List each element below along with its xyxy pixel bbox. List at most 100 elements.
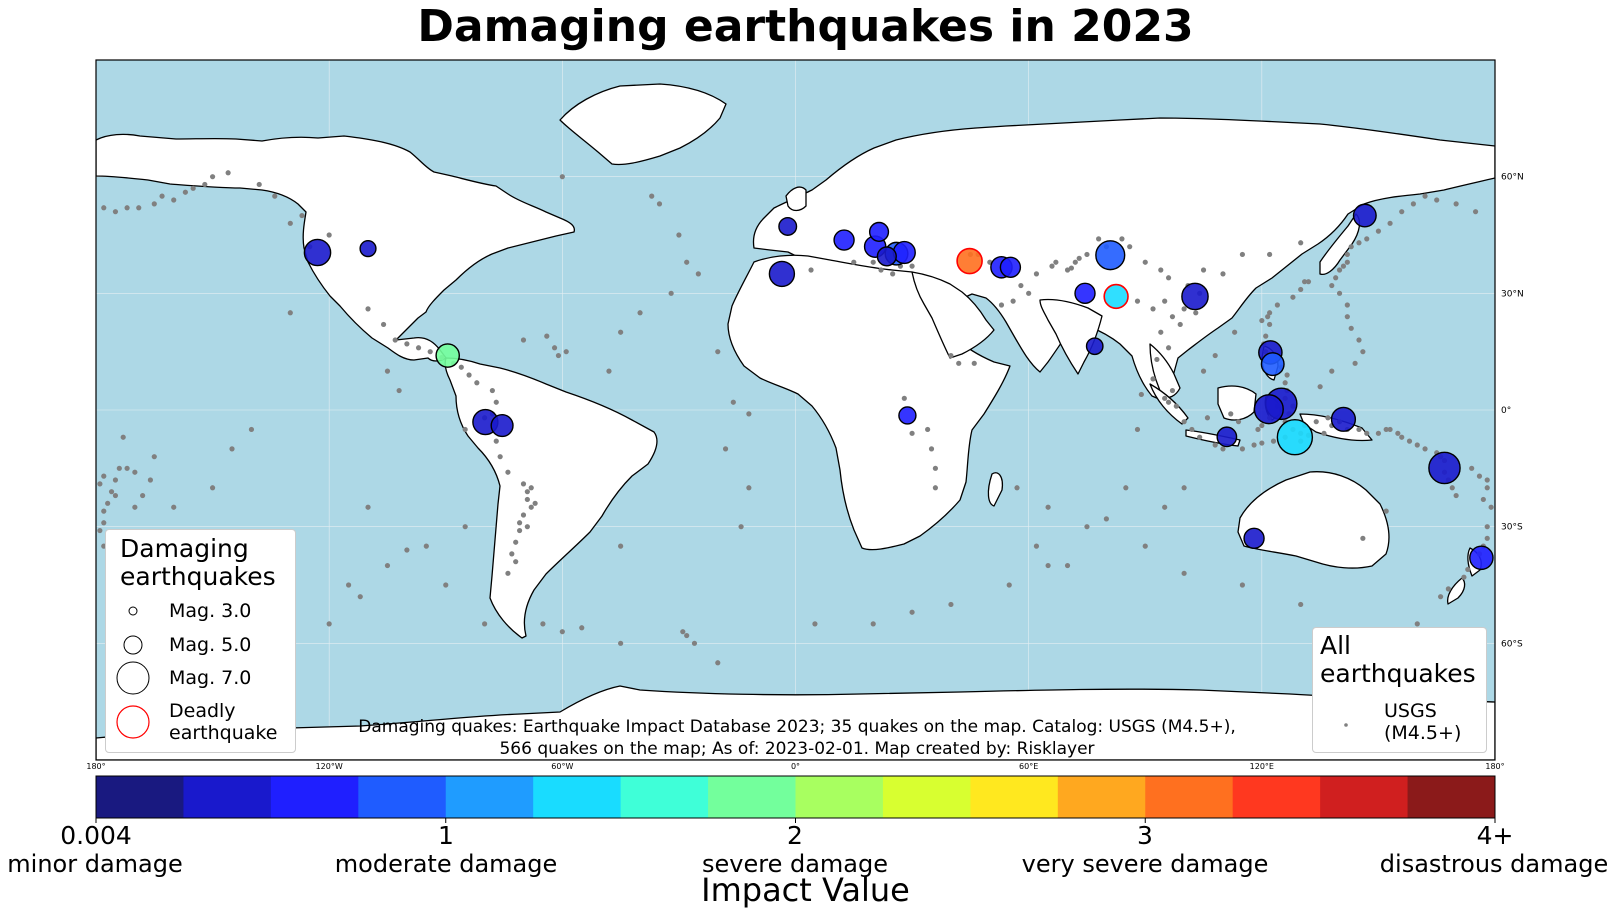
usgs-quake-dot xyxy=(1006,582,1012,588)
usgs-quake-dot xyxy=(171,504,177,510)
usgs-quake-dot xyxy=(326,232,332,238)
usgs-quake-dot xyxy=(1084,524,1090,530)
damaging-quake-marker xyxy=(1181,282,1209,311)
usgs-quake-dot xyxy=(1449,485,1455,491)
usgs-quake-dot xyxy=(443,582,449,588)
mag-3-marker xyxy=(128,606,138,616)
usgs-quake-dot xyxy=(151,201,157,207)
damaging-quake-marker xyxy=(1260,352,1285,377)
usgs-quake-dot xyxy=(474,380,480,386)
usgs-quake-dot xyxy=(808,267,814,273)
usgs-quake-dot xyxy=(1360,349,1366,355)
usgs-quake-dot xyxy=(505,469,511,475)
usgs-quake-dot xyxy=(1465,566,1471,573)
usgs-quake-dot xyxy=(1325,415,1331,421)
usgs-quake-dot xyxy=(1484,524,1490,530)
damaging-quake-marker xyxy=(1253,394,1284,425)
usgs-quake-dot xyxy=(1181,570,1187,576)
usgs-quake-dot xyxy=(272,193,278,199)
usgs-quake-dot xyxy=(462,524,468,530)
usgs-quake-dot xyxy=(112,477,119,483)
usgs-quake-dot xyxy=(691,640,698,646)
usgs-quake-dot xyxy=(1437,594,1444,600)
usgs-quake-dot xyxy=(1336,290,1343,296)
usgs-quake-dot xyxy=(1204,415,1211,421)
lon-label: 60°E xyxy=(1019,762,1038,771)
colorbar-category-0: minor damage xyxy=(7,850,183,878)
usgs-quake-dot xyxy=(524,496,530,503)
usgs-quake-dot xyxy=(870,259,876,265)
damaging-quake-marker xyxy=(892,240,916,265)
usgs-quake-dot xyxy=(1123,485,1129,491)
usgs-quake-dot xyxy=(299,212,305,219)
damaging-legend-title-line1: Damaging xyxy=(120,534,249,563)
usgs-quake-dot xyxy=(1049,263,1055,269)
usgs-quake-dot xyxy=(618,640,624,646)
usgs-quake-dot xyxy=(1387,220,1393,226)
usgs-quake-dot xyxy=(132,504,138,510)
usgs-quake-dot xyxy=(202,181,208,188)
colorbar-bin xyxy=(882,776,971,818)
damaging-quake-marker xyxy=(876,246,897,267)
lon-label: 120°W xyxy=(316,762,343,771)
usgs-quake-dot xyxy=(136,205,142,211)
usgs-quake-dot xyxy=(427,349,433,355)
colorbar-category-2: severe damage xyxy=(702,850,888,878)
usgs-quake-dot xyxy=(256,181,262,188)
usgs-quake-dot xyxy=(516,520,523,526)
damaging-quake-marker xyxy=(1469,545,1494,571)
usgs-quake-dot xyxy=(656,201,663,207)
usgs-quake-dot xyxy=(559,629,565,635)
usgs-quake-dot xyxy=(415,345,422,351)
north-america xyxy=(96,133,576,362)
usgs-quake-dot xyxy=(1422,446,1428,452)
colorbar-category-4: disastrous damage xyxy=(1379,850,1609,878)
usgs-quake-dot xyxy=(287,220,293,226)
colorbar-category-3: very severe damage xyxy=(1021,850,1269,878)
usgs-quake-dot xyxy=(1282,380,1288,386)
usgs-quake-dot xyxy=(1469,465,1475,471)
usgs-quake-dot xyxy=(555,352,562,359)
usgs-quake-dot xyxy=(1255,426,1261,433)
usgs-legend-label-line1: USGS xyxy=(1384,700,1437,722)
colorbar-tick-3: 3 xyxy=(1137,821,1153,850)
usgs-quake-dot xyxy=(684,632,690,639)
lat-label: 60°S xyxy=(1501,639,1523,649)
usgs-quake-dot xyxy=(1445,586,1451,592)
usgs-quake-dot xyxy=(695,271,701,277)
borneo xyxy=(1217,385,1257,421)
lon-label: 180° xyxy=(1485,762,1504,771)
usgs-quake-dot xyxy=(1488,504,1494,510)
usgs-quake-dot xyxy=(1344,259,1350,265)
usgs-quake-dot xyxy=(1165,345,1172,351)
usgs-quake-dot xyxy=(1010,298,1016,304)
usgs-quake-dot xyxy=(1138,391,1144,398)
colorbar-tick-1: 1 xyxy=(438,821,454,850)
greenland xyxy=(559,83,727,166)
usgs-quake-dot xyxy=(1134,298,1141,304)
usgs-quake-dot xyxy=(357,594,363,600)
usgs-quake-dot xyxy=(1162,504,1168,510)
damaging-quake-marker xyxy=(768,260,796,288)
usgs-quake-dot xyxy=(1263,333,1269,339)
usgs-quake-dot xyxy=(676,232,682,238)
colorbar-bin xyxy=(270,776,359,818)
usgs-quake-dot xyxy=(513,559,519,565)
damaging-quake-marker xyxy=(1216,426,1238,448)
madagascar xyxy=(987,472,1004,507)
usgs-quake-dot xyxy=(151,454,157,460)
usgs-quake-dot xyxy=(928,446,935,452)
usgs-quake-dot xyxy=(287,310,293,316)
usgs-quake-dot xyxy=(1169,387,1176,394)
usgs-quake-dot xyxy=(1235,419,1242,425)
damaging-quake-marker xyxy=(956,247,983,275)
usgs-quake-dot xyxy=(971,360,977,366)
usgs-quake-dot xyxy=(528,485,534,491)
usgs-quake-dot xyxy=(1301,279,1308,285)
arabia xyxy=(911,271,995,359)
usgs-quake-dot xyxy=(532,500,538,506)
usgs-quake-dot xyxy=(1158,267,1164,273)
usgs-quake-dot xyxy=(746,485,752,491)
usgs-quake-dot xyxy=(112,492,119,499)
usgs-quake-dot xyxy=(1284,372,1290,378)
